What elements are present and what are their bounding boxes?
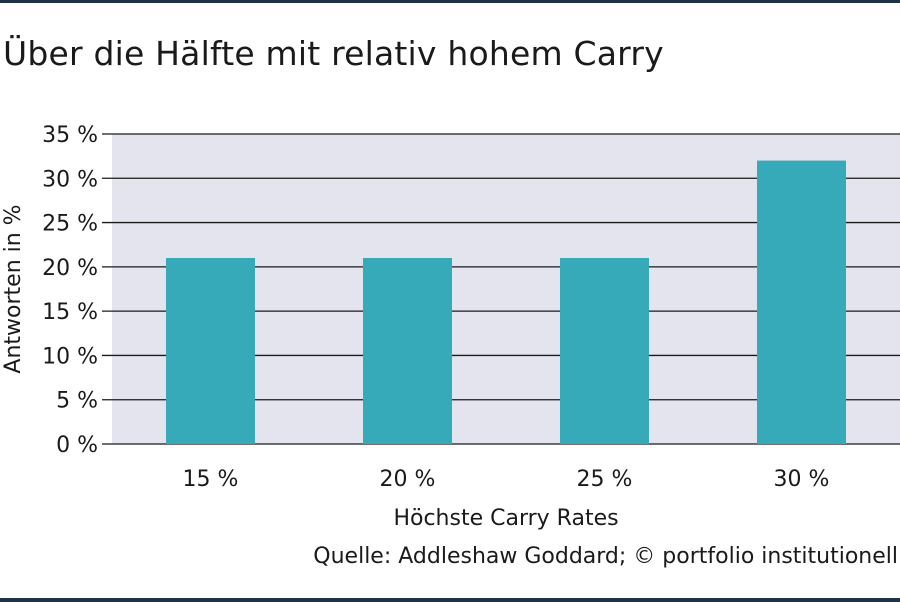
bar bbox=[363, 258, 452, 444]
y-tick-label: 20 % bbox=[42, 256, 98, 281]
bar bbox=[757, 160, 846, 445]
x-tick-label: 30 % bbox=[774, 467, 830, 492]
bar bbox=[166, 258, 255, 444]
y-tick-label: 30 % bbox=[42, 167, 98, 192]
chart-title: Über die Hälfte mit relativ hohem Carry bbox=[3, 34, 664, 73]
bars bbox=[166, 160, 846, 445]
x-axis-label: Höchste Carry Rates bbox=[393, 506, 618, 531]
source-note: Quelle: Addleshaw Goddard; © portfolio i… bbox=[313, 544, 898, 569]
y-axis-label: Antworten in % bbox=[1, 204, 26, 373]
y-tick-label: 5 % bbox=[56, 389, 98, 414]
x-axis-ticks: 15 % 20 % 25 % 30 % bbox=[183, 467, 830, 492]
y-tick-label: 10 % bbox=[42, 344, 98, 369]
bottom-rule bbox=[0, 598, 900, 602]
y-axis-ticks: 0 % 5 % 10 % 15 % 20 % 25 % 30 % 35 % bbox=[42, 123, 98, 458]
x-tick-label: 15 % bbox=[183, 467, 239, 492]
x-tick-label: 20 % bbox=[380, 467, 436, 492]
x-tick-label: 25 % bbox=[577, 467, 633, 492]
y-tick-label: 25 % bbox=[42, 212, 98, 237]
y-tick-label: 35 % bbox=[42, 123, 98, 148]
y-tick-label: 0 % bbox=[56, 433, 98, 458]
top-rule bbox=[0, 0, 900, 3]
y-tick-label: 15 % bbox=[42, 300, 98, 325]
bar bbox=[560, 258, 649, 444]
